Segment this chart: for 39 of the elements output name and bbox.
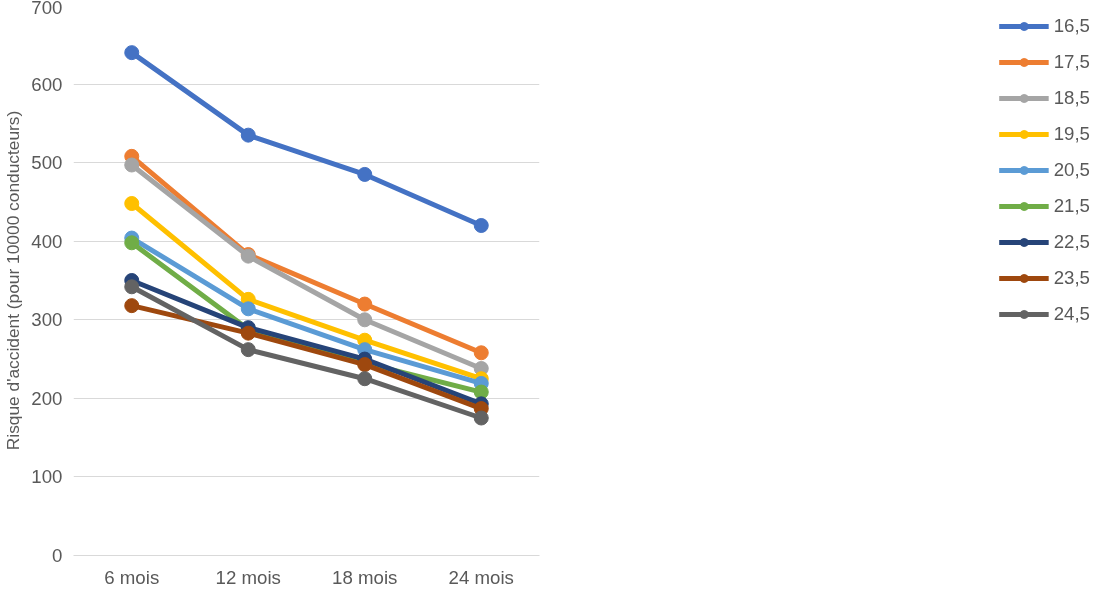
point xyxy=(357,371,373,387)
point xyxy=(124,298,140,314)
point xyxy=(124,45,140,61)
y-tick-label: 300 xyxy=(31,309,63,331)
y-tick-label: 100 xyxy=(31,466,63,488)
x-tick-label: 18 mois xyxy=(332,566,398,588)
legend-label: 18,5 xyxy=(1053,87,1090,109)
point xyxy=(473,410,489,426)
point xyxy=(240,127,256,143)
legend-label: 21,5 xyxy=(1053,195,1090,217)
point xyxy=(357,166,373,182)
y-axis-title: Risque d'accident (pour 10000 conducteurs) xyxy=(3,110,24,451)
y-tick-label: 0 xyxy=(52,545,63,566)
point xyxy=(240,325,256,341)
legend-label: 22,5 xyxy=(1053,231,1090,253)
point xyxy=(124,157,140,173)
y-tick-label: 700 xyxy=(31,0,63,18)
point xyxy=(240,301,256,317)
legend-label: 20,5 xyxy=(1053,159,1090,181)
legend-label: 19,5 xyxy=(1053,123,1090,145)
y-tick-label: 500 xyxy=(31,152,63,174)
point xyxy=(124,235,140,251)
point xyxy=(473,345,489,361)
x-tick-label: 12 mois xyxy=(215,566,281,588)
x-tick-label: 6 mois xyxy=(104,566,160,588)
point xyxy=(240,342,256,358)
legend-label: 17,5 xyxy=(1053,51,1090,73)
point xyxy=(124,196,140,211)
point xyxy=(473,218,489,233)
legend-label: 23,5 xyxy=(1053,267,1090,289)
legend-label: 24,5 xyxy=(1053,303,1090,325)
point xyxy=(357,296,373,312)
legend-label: 16,5 xyxy=(1053,15,1090,37)
y-tick-label: 400 xyxy=(31,230,63,252)
y-tick-label: 600 xyxy=(31,73,63,95)
x-tick-label: 24 mois xyxy=(448,566,514,588)
point xyxy=(124,279,140,295)
point xyxy=(357,312,373,328)
y-tick-label: 200 xyxy=(31,387,63,409)
